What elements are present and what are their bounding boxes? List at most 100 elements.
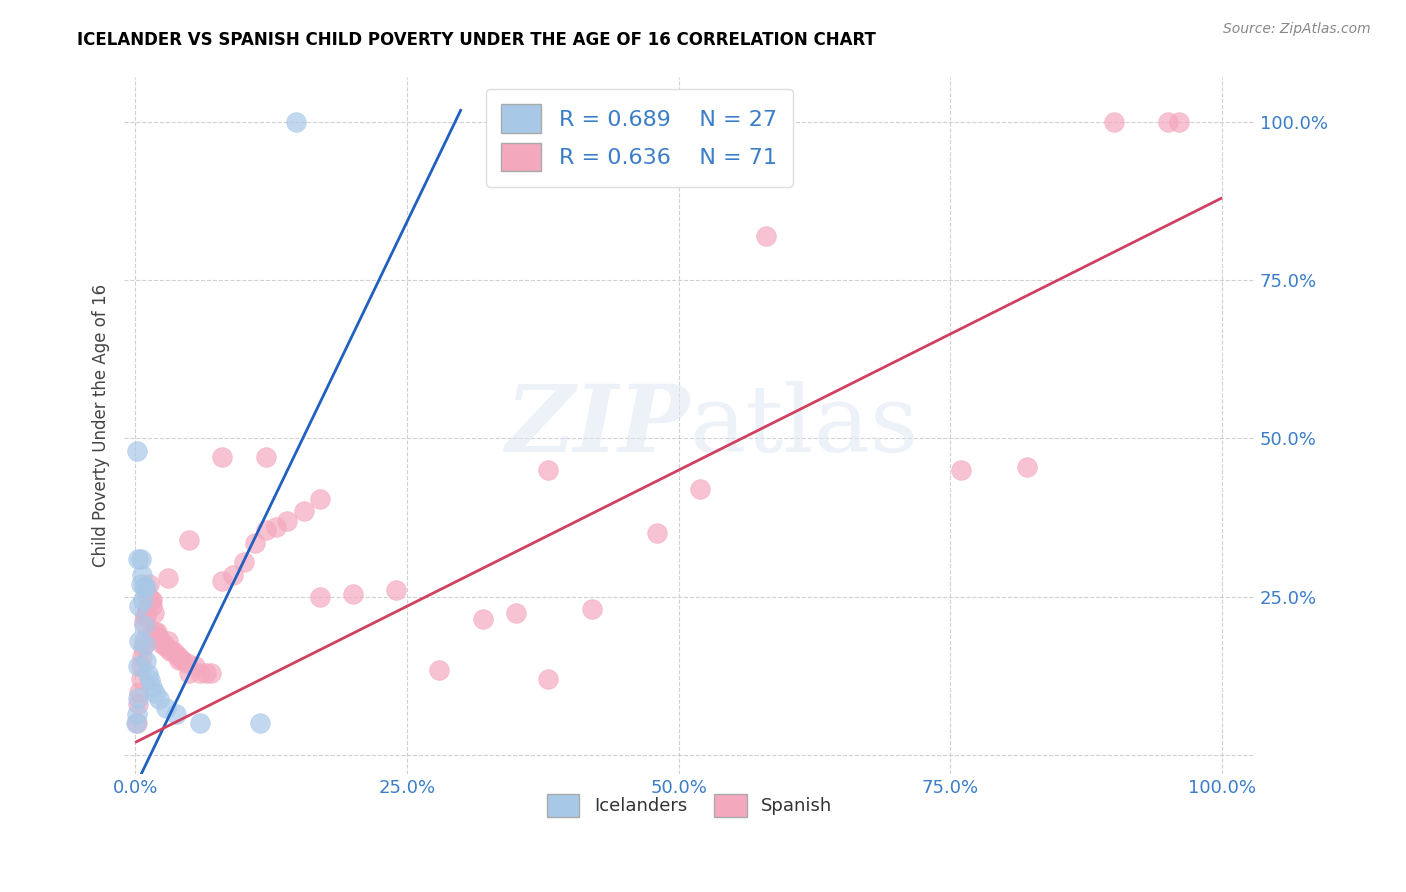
Point bbox=[689, 482, 711, 496]
Point bbox=[135, 586, 157, 600]
Point bbox=[165, 706, 187, 721]
Point bbox=[285, 115, 308, 129]
Point bbox=[135, 580, 157, 594]
Text: ZIP: ZIP bbox=[505, 381, 689, 471]
Point bbox=[162, 643, 184, 657]
Point bbox=[176, 657, 198, 671]
Point bbox=[145, 628, 167, 642]
Point bbox=[292, 504, 315, 518]
Point bbox=[148, 692, 170, 706]
Point bbox=[129, 659, 152, 673]
Point bbox=[232, 555, 254, 569]
Point bbox=[537, 463, 560, 477]
Point bbox=[1167, 115, 1189, 129]
Point bbox=[132, 618, 155, 632]
Point bbox=[132, 615, 155, 629]
Point bbox=[142, 606, 165, 620]
Point bbox=[141, 628, 163, 642]
Point bbox=[184, 659, 207, 673]
Point bbox=[127, 716, 149, 731]
Point bbox=[127, 444, 149, 458]
Point bbox=[211, 450, 233, 465]
Point bbox=[645, 526, 668, 541]
Y-axis label: Child Poverty Under the Age of 16: Child Poverty Under the Age of 16 bbox=[93, 285, 110, 567]
Point bbox=[135, 608, 157, 623]
Point bbox=[1157, 115, 1180, 129]
Point bbox=[950, 463, 973, 477]
Point bbox=[128, 685, 150, 699]
Point bbox=[131, 567, 153, 582]
Point bbox=[385, 583, 408, 598]
Point bbox=[156, 571, 179, 585]
Point bbox=[188, 665, 211, 680]
Point bbox=[129, 551, 152, 566]
Point bbox=[755, 228, 778, 243]
Point bbox=[472, 612, 495, 626]
Point bbox=[505, 606, 527, 620]
Point bbox=[128, 599, 150, 614]
Point bbox=[138, 577, 160, 591]
Point bbox=[254, 450, 277, 465]
Point bbox=[167, 649, 190, 664]
Point bbox=[309, 590, 332, 604]
Point bbox=[200, 665, 222, 680]
Point bbox=[141, 680, 163, 694]
Point bbox=[134, 608, 156, 623]
Point bbox=[127, 551, 149, 566]
Point bbox=[1102, 115, 1125, 129]
Point bbox=[165, 647, 187, 661]
Point bbox=[179, 533, 201, 547]
Point bbox=[139, 673, 162, 688]
Point bbox=[146, 624, 169, 639]
Point bbox=[127, 706, 149, 721]
Point bbox=[276, 514, 298, 528]
Point bbox=[135, 654, 157, 668]
Point bbox=[342, 586, 364, 600]
Point bbox=[141, 599, 163, 614]
Point bbox=[129, 577, 152, 591]
Point bbox=[150, 637, 173, 651]
Point bbox=[581, 602, 603, 616]
Point bbox=[141, 593, 163, 607]
Point bbox=[159, 643, 181, 657]
Point bbox=[125, 716, 148, 731]
Text: Source: ZipAtlas.com: Source: ZipAtlas.com bbox=[1223, 22, 1371, 37]
Point bbox=[1015, 459, 1038, 474]
Point bbox=[249, 716, 271, 731]
Point bbox=[127, 659, 149, 673]
Point bbox=[153, 637, 176, 651]
Point bbox=[266, 520, 288, 534]
Point bbox=[139, 593, 162, 607]
Text: ICELANDER VS SPANISH CHILD POVERTY UNDER THE AGE OF 16 CORRELATION CHART: ICELANDER VS SPANISH CHILD POVERTY UNDER… bbox=[77, 31, 876, 49]
Point bbox=[309, 491, 332, 506]
Point bbox=[136, 667, 159, 681]
Point bbox=[155, 700, 177, 714]
Point bbox=[254, 523, 277, 537]
Point bbox=[136, 602, 159, 616]
Point bbox=[222, 567, 245, 582]
Point bbox=[211, 574, 233, 588]
Point bbox=[148, 631, 170, 645]
Point bbox=[131, 640, 153, 655]
Point bbox=[127, 698, 149, 712]
Point bbox=[170, 653, 193, 667]
Point bbox=[155, 640, 177, 655]
Point bbox=[132, 634, 155, 648]
Point bbox=[127, 691, 149, 706]
Point bbox=[131, 593, 153, 607]
Point bbox=[156, 634, 179, 648]
Legend: Icelanders, Spanish: Icelanders, Spanish bbox=[540, 787, 839, 824]
Point bbox=[194, 665, 217, 680]
Point bbox=[179, 665, 201, 680]
Point bbox=[167, 653, 190, 667]
Point bbox=[132, 580, 155, 594]
Point bbox=[429, 663, 451, 677]
Point bbox=[129, 672, 152, 686]
Point bbox=[143, 686, 166, 700]
Point bbox=[136, 590, 159, 604]
Point bbox=[188, 716, 211, 731]
Point bbox=[243, 536, 266, 550]
Point bbox=[143, 624, 166, 639]
Point bbox=[141, 593, 163, 607]
Point bbox=[537, 672, 560, 686]
